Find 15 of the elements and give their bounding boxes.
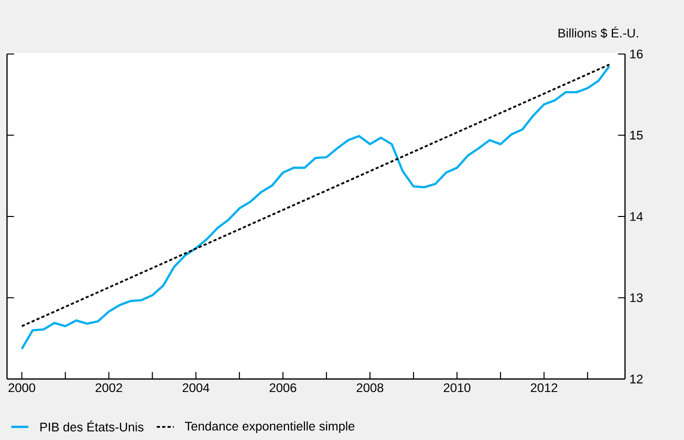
y-tick-label: 14 [630,212,643,221]
y-tick-label: 13 [630,293,643,302]
x-tick-label: 2012 [530,383,558,392]
y-tick-label: 15 [630,130,643,140]
y-tick-label: 12 [630,374,643,384]
legend-label: Tendance exponentielle simple [184,421,354,434]
y-tick-label: 16 [630,50,643,58]
x-tick-label: 2002 [96,383,122,392]
x-tick-label: 2010 [444,383,470,392]
x-tick-label: 2000 [8,383,36,392]
x-tick-label: 2008 [356,383,384,392]
x-tick-label: 2006 [270,383,296,392]
y-axis-title: Billions $ É.-U. [558,26,638,38]
x-tick-label: 2004 [182,383,210,392]
legend-label: PIB des États-Unis [40,420,144,432]
